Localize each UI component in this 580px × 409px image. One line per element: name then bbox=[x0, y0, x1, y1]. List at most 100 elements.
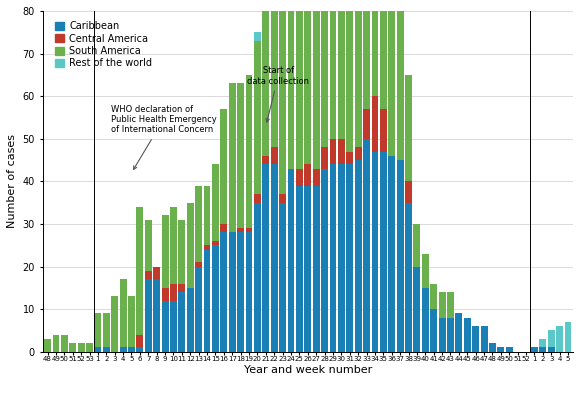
Bar bbox=[61, 335, 68, 352]
Bar bbox=[321, 147, 328, 169]
Bar bbox=[380, 151, 387, 352]
Bar bbox=[313, 0, 320, 169]
Text: WHO declaration of
Public Health Emergency
of International Concern: WHO declaration of Public Health Emergen… bbox=[111, 105, 216, 169]
Bar bbox=[162, 216, 169, 288]
Bar bbox=[204, 186, 211, 245]
Bar bbox=[212, 245, 219, 352]
Bar bbox=[355, 147, 361, 160]
Bar bbox=[254, 41, 261, 194]
Bar bbox=[136, 335, 143, 348]
Y-axis label: Number of cases: Number of cases bbox=[7, 134, 17, 228]
Bar bbox=[539, 348, 546, 352]
Bar bbox=[548, 330, 554, 348]
Bar bbox=[288, 0, 295, 169]
Bar bbox=[363, 0, 370, 109]
X-axis label: Year and week number: Year and week number bbox=[244, 365, 372, 375]
Bar bbox=[237, 83, 244, 228]
Bar bbox=[145, 271, 152, 279]
Bar bbox=[380, 0, 387, 109]
Bar bbox=[111, 297, 118, 352]
Bar bbox=[304, 164, 311, 186]
Bar bbox=[313, 186, 320, 352]
Bar bbox=[78, 343, 85, 352]
Text: Start of
data collection: Start of data collection bbox=[248, 66, 309, 122]
Bar bbox=[145, 279, 152, 352]
Bar bbox=[262, 156, 269, 164]
Bar bbox=[438, 292, 445, 318]
Bar bbox=[254, 202, 261, 352]
Bar bbox=[304, 0, 311, 164]
Bar bbox=[506, 348, 513, 352]
Bar bbox=[128, 297, 135, 348]
Bar bbox=[363, 139, 370, 352]
Bar bbox=[405, 181, 412, 202]
Bar bbox=[346, 0, 353, 151]
Bar bbox=[279, 194, 286, 202]
Bar bbox=[329, 164, 336, 352]
Bar bbox=[338, 0, 345, 139]
Bar bbox=[397, 160, 404, 352]
Bar bbox=[271, 147, 278, 164]
Bar bbox=[103, 348, 110, 352]
Bar bbox=[279, 11, 286, 194]
Bar bbox=[422, 254, 429, 288]
Bar bbox=[170, 301, 177, 352]
Bar bbox=[136, 207, 143, 335]
Bar bbox=[405, 75, 412, 181]
Bar bbox=[346, 151, 353, 164]
Bar bbox=[254, 32, 261, 41]
Bar bbox=[69, 343, 76, 352]
Bar bbox=[296, 169, 303, 186]
Bar bbox=[414, 224, 420, 267]
Bar bbox=[271, 164, 278, 352]
Bar bbox=[245, 228, 252, 232]
Bar bbox=[237, 228, 244, 232]
Bar bbox=[204, 245, 211, 249]
Bar bbox=[237, 232, 244, 352]
Bar bbox=[447, 318, 454, 352]
Bar bbox=[245, 232, 252, 352]
Bar bbox=[279, 202, 286, 352]
Bar bbox=[103, 313, 110, 348]
Bar bbox=[304, 186, 311, 352]
Bar bbox=[296, 0, 303, 169]
Bar bbox=[262, 0, 269, 156]
Bar bbox=[472, 326, 479, 352]
Bar bbox=[489, 343, 496, 352]
Bar bbox=[153, 279, 160, 352]
Bar bbox=[229, 232, 235, 352]
Bar bbox=[254, 194, 261, 202]
Bar bbox=[279, 0, 286, 11]
Bar bbox=[355, 160, 361, 352]
Bar bbox=[195, 262, 202, 267]
Bar bbox=[145, 220, 152, 271]
Bar bbox=[245, 75, 252, 228]
Bar bbox=[372, 96, 378, 151]
Legend: Caribbean, Central America, South America, Rest of the world: Caribbean, Central America, South Americ… bbox=[53, 19, 154, 70]
Bar bbox=[44, 339, 51, 352]
Bar bbox=[321, 169, 328, 352]
Bar bbox=[388, 156, 395, 352]
Bar bbox=[86, 343, 93, 352]
Bar bbox=[288, 169, 295, 352]
Bar bbox=[388, 0, 395, 156]
Bar bbox=[397, 0, 404, 160]
Bar bbox=[119, 279, 126, 348]
Bar bbox=[53, 335, 59, 352]
Bar bbox=[539, 339, 546, 348]
Bar bbox=[422, 288, 429, 352]
Bar bbox=[170, 207, 177, 283]
Bar bbox=[195, 186, 202, 262]
Bar bbox=[329, 139, 336, 164]
Bar bbox=[128, 348, 135, 352]
Bar bbox=[447, 292, 454, 318]
Bar bbox=[338, 139, 345, 164]
Bar bbox=[95, 313, 102, 348]
Bar bbox=[220, 109, 227, 224]
Bar bbox=[372, 151, 378, 352]
Bar bbox=[271, 0, 278, 147]
Bar bbox=[455, 313, 462, 352]
Bar bbox=[296, 186, 303, 352]
Bar bbox=[531, 348, 538, 352]
Bar bbox=[170, 283, 177, 301]
